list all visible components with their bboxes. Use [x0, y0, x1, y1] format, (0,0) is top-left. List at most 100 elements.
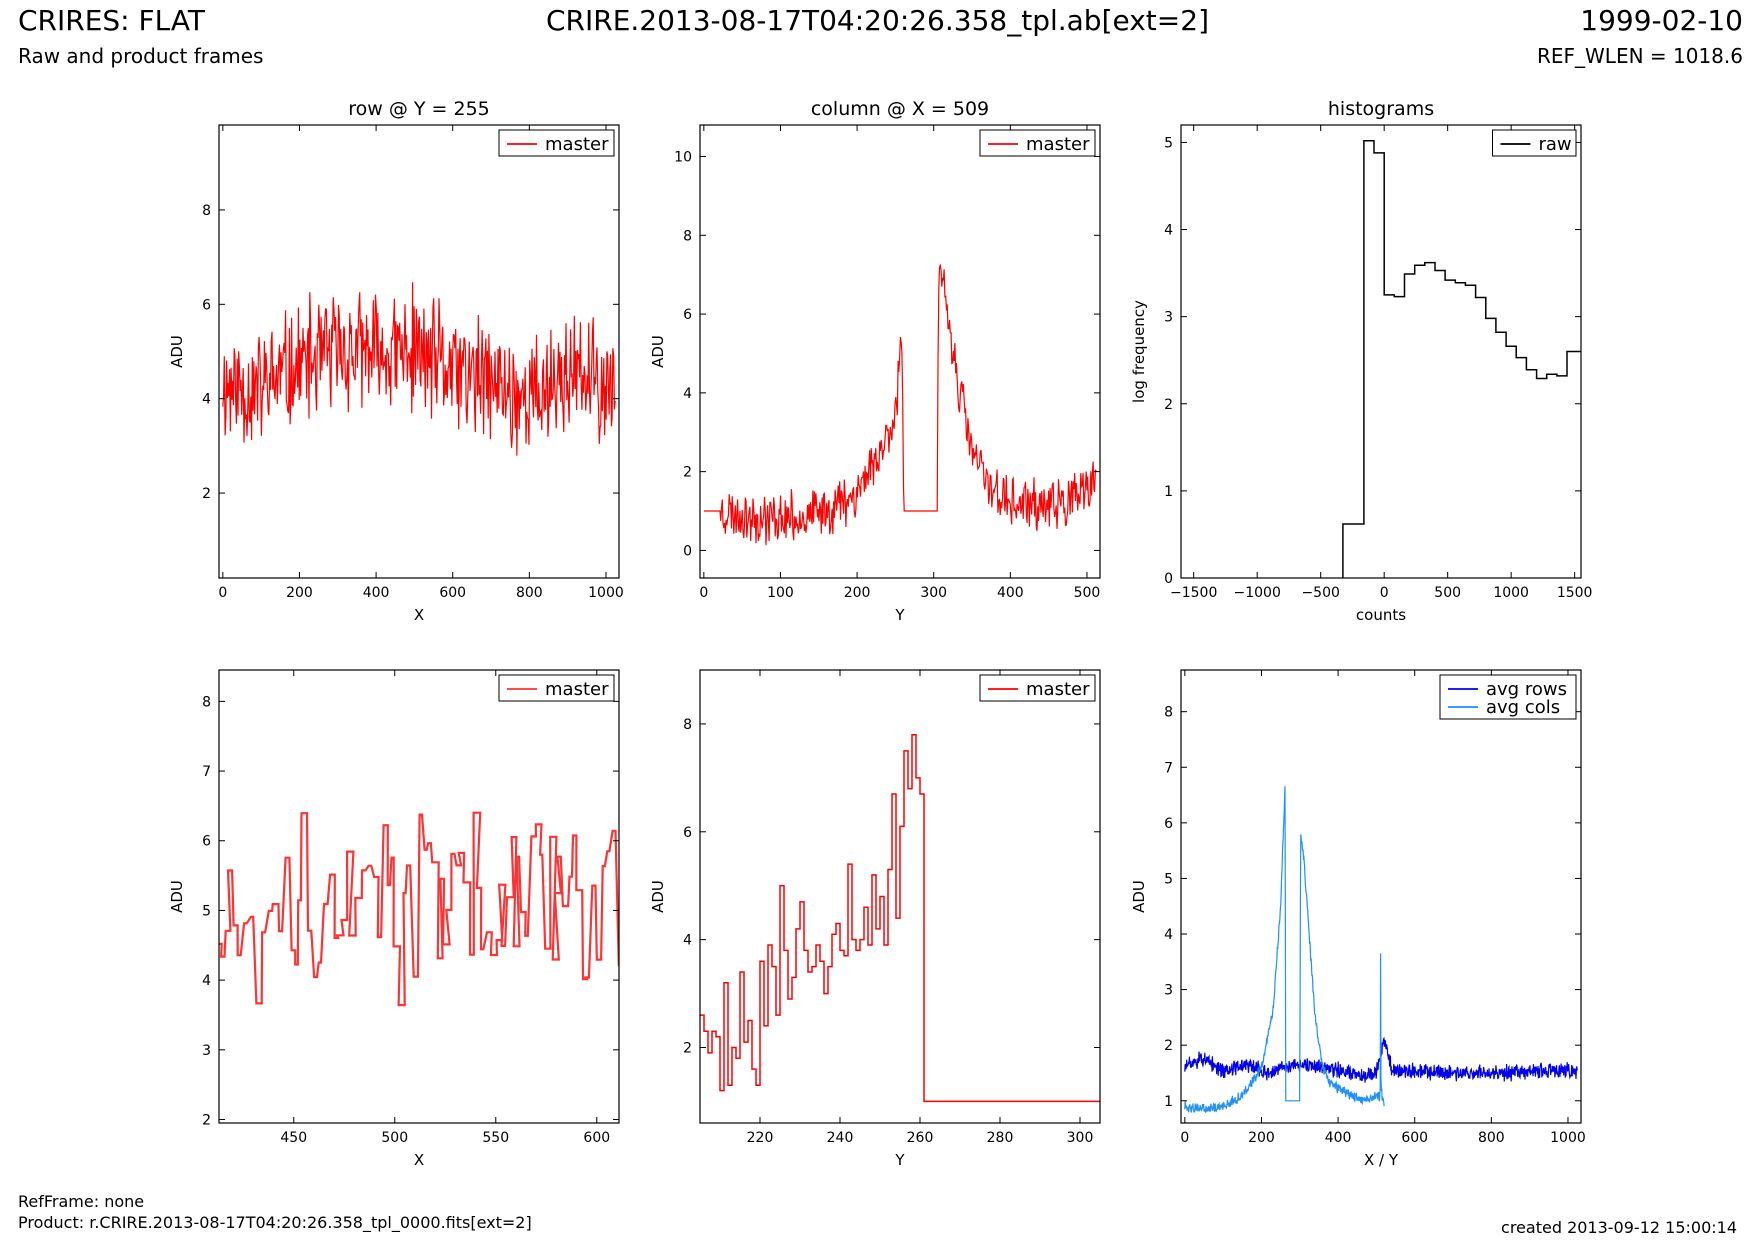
x-axis-label: X	[414, 1151, 424, 1169]
y-tick-label: 6	[202, 297, 211, 313]
y-axis-label: ADU	[649, 880, 667, 913]
legend-box	[498, 674, 615, 702]
legend-label: master	[545, 679, 609, 700]
y-tick-label: 2	[683, 465, 692, 481]
y-tick-label: 4	[1164, 223, 1173, 239]
date-label: 1999-02-10	[1580, 4, 1743, 37]
series-line-master	[219, 811, 619, 1007]
x-tick-label: −1000	[1234, 585, 1281, 601]
x-axis-label: Y	[894, 606, 905, 624]
y-tick-label: 3	[1164, 310, 1173, 326]
x-tick-label: 600	[439, 585, 466, 601]
x-tick-label: 260	[907, 1130, 934, 1146]
chart-title: column @ X = 509	[811, 98, 989, 120]
footer-refframe: RefFrame: none	[18, 1192, 145, 1211]
x-tick-label: 0	[1180, 1130, 1189, 1146]
x-tick-label: 600	[1401, 1130, 1428, 1146]
plot-frame	[1180, 669, 1582, 1124]
plot-frame	[218, 669, 620, 1124]
chart-title: row @ Y = 255	[348, 98, 490, 120]
x-axis-label: X	[414, 606, 424, 624]
chart-5: 220 240 260 280 300 2 4 6 8 Y ADU master	[649, 669, 1101, 1169]
y-tick-label: 5	[1164, 871, 1173, 887]
x-tick-label: 800	[516, 585, 543, 601]
y-tick-label: 8	[202, 694, 211, 710]
y-tick-label: 0	[683, 543, 692, 559]
legend-box	[498, 129, 615, 157]
y-tick-label: 8	[202, 203, 211, 219]
footer-created: created 2013-09-12 15:00:14	[1501, 1218, 1737, 1237]
page-subtitle: Raw and product frames	[18, 44, 264, 68]
x-tick-label: 400	[1325, 1130, 1352, 1146]
y-tick-label: 2	[683, 1041, 692, 1057]
x-tick-label: −500	[1301, 585, 1339, 601]
series-line-raw	[1342, 139, 1581, 578]
x-tick-label: 800	[1478, 1130, 1505, 1146]
x-tick-label: 500	[381, 1130, 408, 1146]
x-tick-label: 400	[997, 585, 1024, 601]
y-tick-label: 6	[1164, 816, 1173, 832]
plot-frame	[218, 124, 620, 579]
y-tick-label: 3	[202, 1043, 211, 1059]
x-tick-label: 1500	[1557, 585, 1593, 601]
x-tick-label: −1500	[1170, 585, 1217, 601]
x-axis-label: X / Y	[1364, 1151, 1399, 1169]
plot-frame	[1180, 124, 1582, 579]
y-tick-label: 1	[1164, 1094, 1173, 1110]
plot-frame	[699, 124, 1101, 579]
x-tick-label: 300	[920, 585, 947, 601]
x-tick-label: 450	[280, 1130, 307, 1146]
y-tick-label: 1	[1164, 484, 1173, 500]
x-tick-label: 600	[583, 1130, 610, 1146]
x-tick-label: 100	[767, 585, 794, 601]
file-title: CRIRE.2013-08-17T04:20:26.358_tpl.ab[ext…	[545, 4, 1209, 37]
x-tick-label: 300	[1067, 1130, 1094, 1146]
legend-box	[1439, 674, 1577, 720]
y-tick-label: 0	[1164, 571, 1173, 587]
x-tick-label: 1000	[588, 585, 624, 601]
y-axis-label: ADU	[168, 335, 186, 368]
y-axis-label: log frequency	[1130, 300, 1148, 403]
x-tick-label: 550	[482, 1130, 509, 1146]
y-tick-label: 2	[1164, 397, 1173, 413]
y-axis-label: ADU	[168, 880, 186, 913]
y-tick-label: 6	[683, 825, 692, 841]
legend-box	[1492, 129, 1577, 157]
y-axis-label: ADU	[1130, 880, 1148, 913]
y-tick-label: 2	[1164, 1038, 1173, 1054]
chart-title: histograms	[1328, 98, 1434, 120]
series-line-master	[222, 282, 616, 456]
plot-frame	[699, 669, 1101, 1124]
chart-1: 0 200 400 600 800 1000 2 4 6 8 row @ Y = 255 X ADU ma…	[168, 98, 624, 624]
legend-label: avg rows	[1486, 679, 1567, 700]
x-tick-label: 0	[218, 585, 227, 601]
y-tick-label: 10	[674, 150, 692, 166]
y-tick-label: 8	[1164, 705, 1173, 721]
y-tick-label: 4	[202, 973, 211, 989]
x-tick-label: 500	[1434, 585, 1461, 601]
y-tick-label: 6	[202, 834, 211, 850]
page-title: CRIRES: FLAT	[18, 4, 205, 37]
legend-box	[979, 674, 1096, 702]
x-tick-label: 400	[363, 585, 390, 601]
y-tick-label: 7	[1164, 760, 1173, 776]
ref-wlen-label: REF_WLEN = 1018.6	[1536, 44, 1743, 68]
x-axis-label: Y	[894, 1151, 905, 1169]
y-tick-label: 6	[683, 307, 692, 323]
series-line-master	[703, 264, 1097, 546]
x-tick-label: 1000	[1493, 585, 1529, 601]
y-axis-label: ADU	[649, 335, 667, 368]
x-tick-label: 280	[987, 1130, 1014, 1146]
y-tick-label: 7	[202, 764, 211, 780]
x-axis-label: counts	[1356, 606, 1406, 624]
y-tick-label: 5	[1164, 135, 1173, 151]
y-tick-label: 8	[683, 228, 692, 244]
legend-label: avg cols	[1486, 697, 1560, 718]
y-tick-label: 8	[683, 717, 692, 733]
x-tick-label: 200	[286, 585, 313, 601]
legend-label: master	[545, 134, 609, 155]
y-tick-label: 4	[683, 386, 692, 402]
x-tick-label: 0	[1380, 585, 1389, 601]
chart-2: 0 100 200 300 400 500 0 2 4 6 8 10 column @ X = 509 Y…	[649, 98, 1101, 624]
